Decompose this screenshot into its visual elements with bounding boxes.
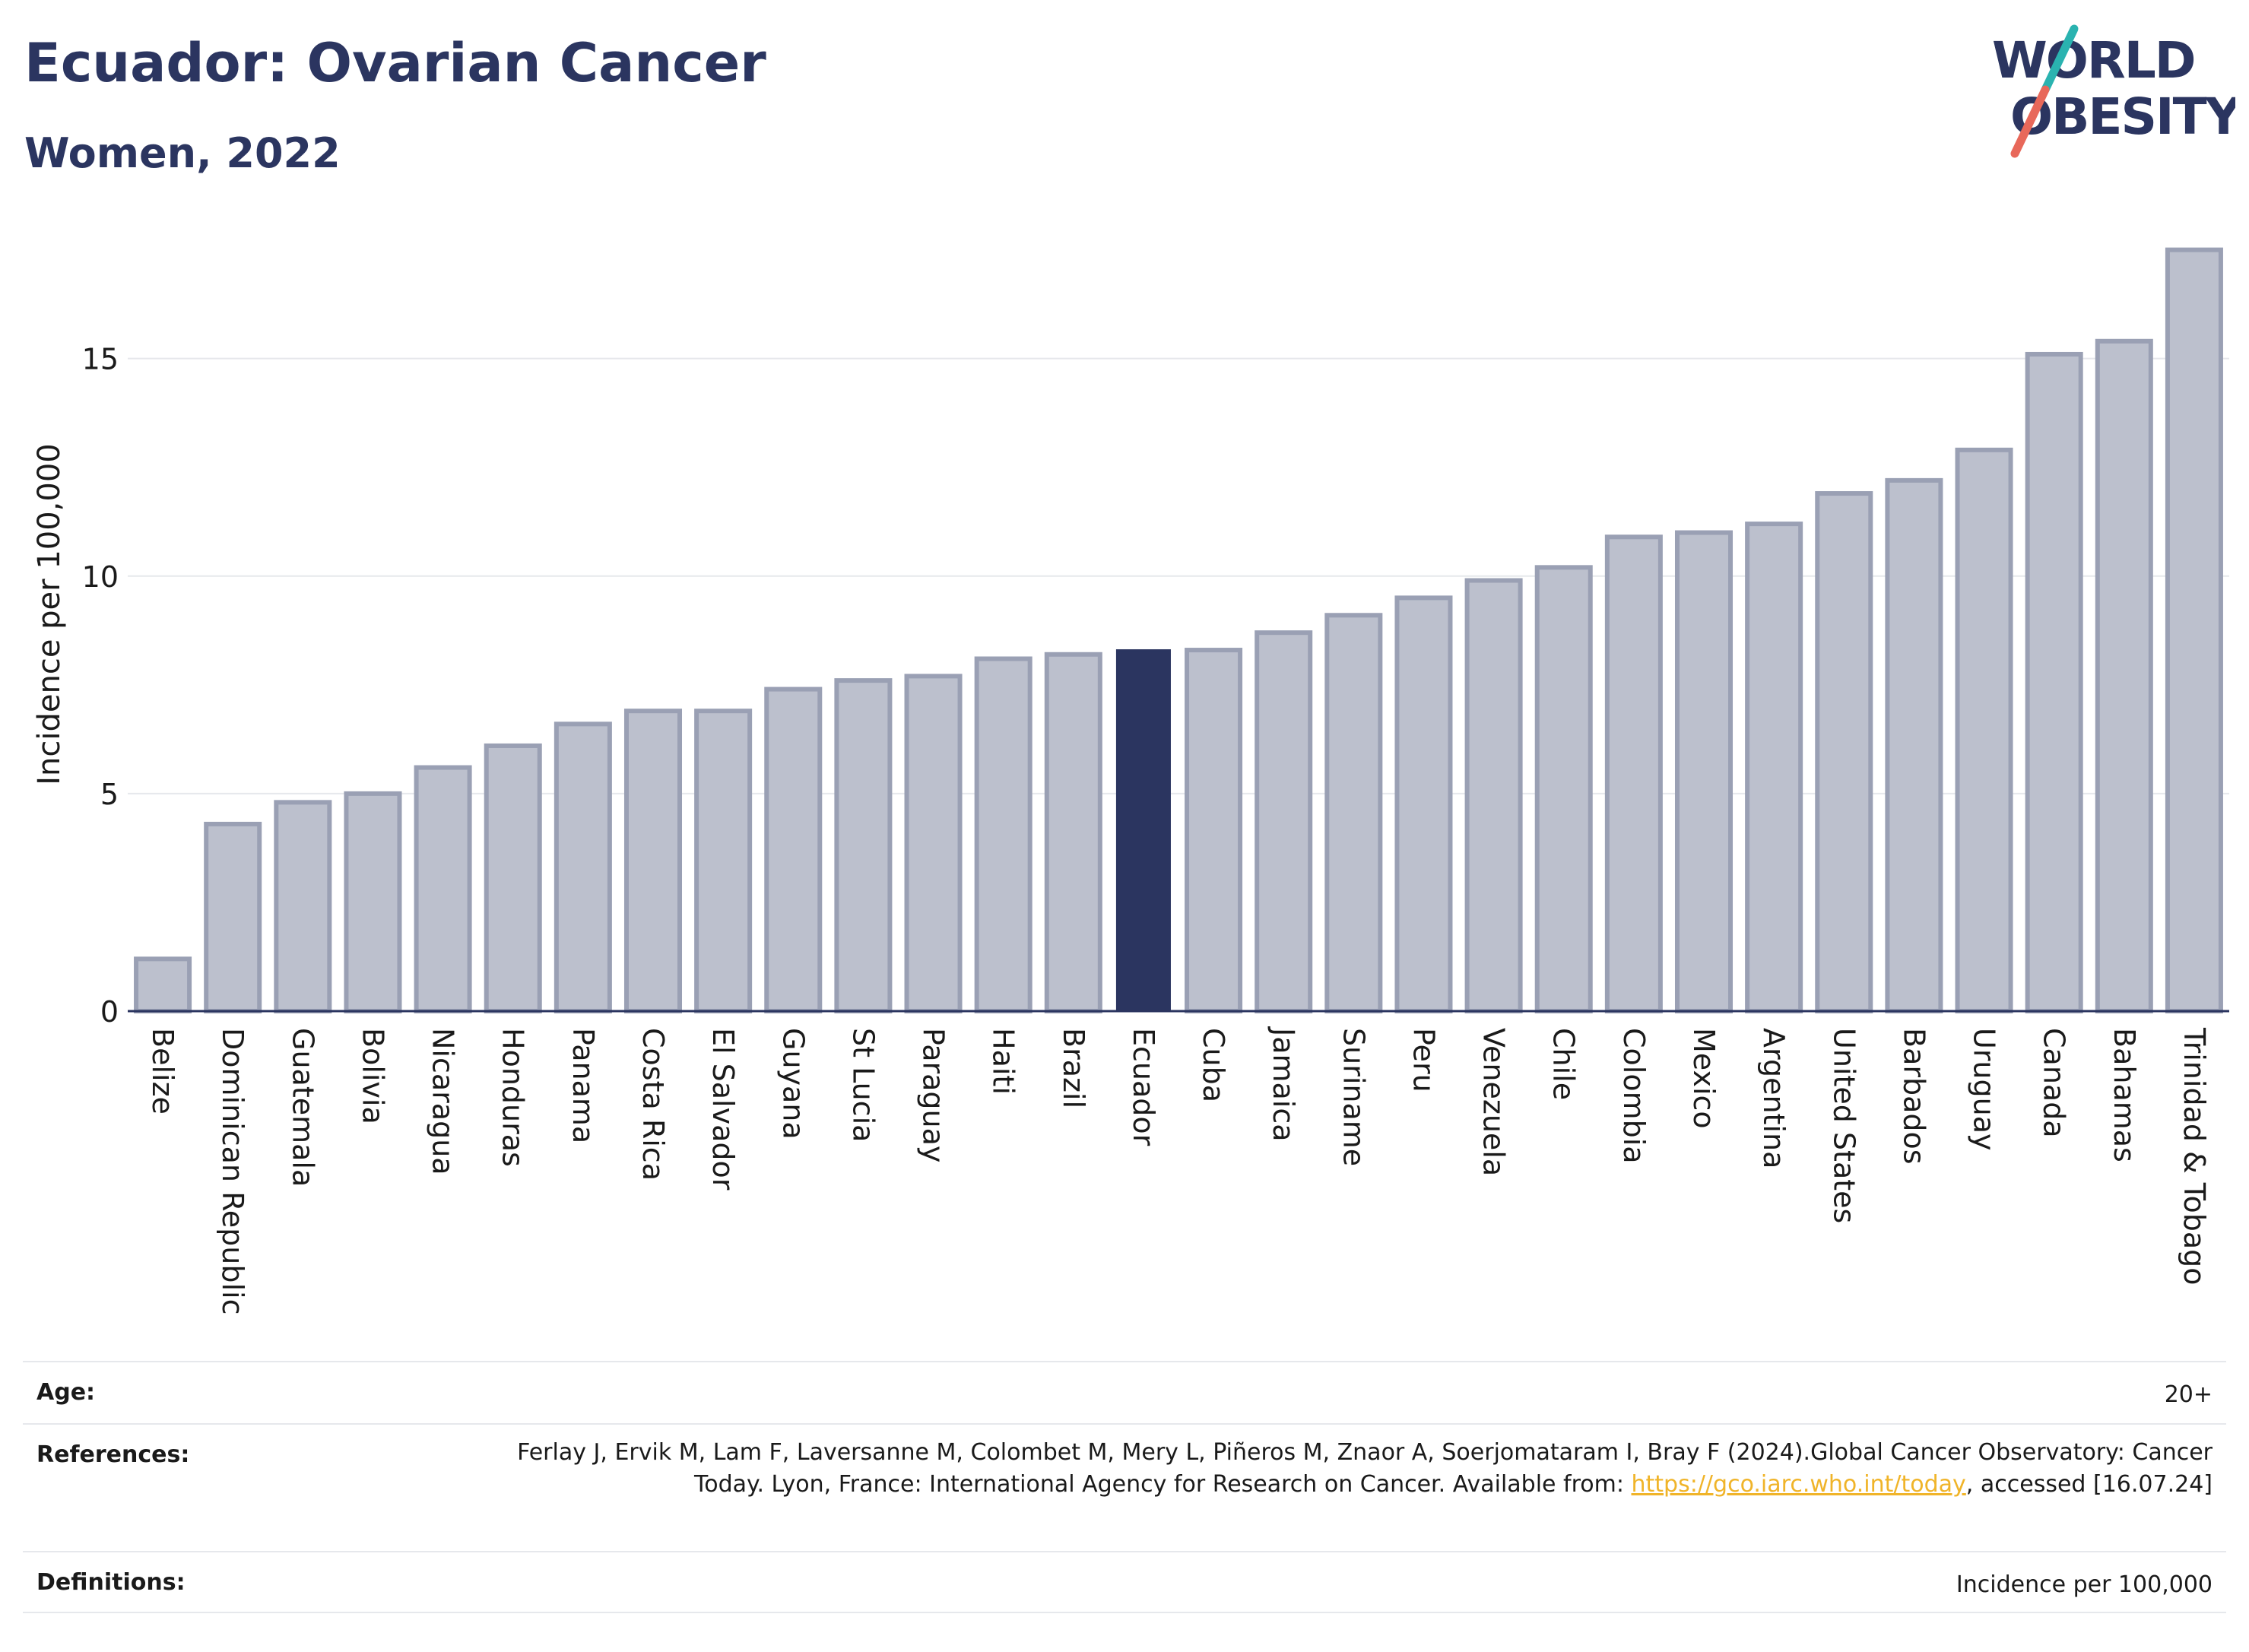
- references-value: Ferlay J, Ervik M, Lam F, Laversanne M, …: [502, 1437, 2213, 1501]
- y-axis-label: Incidence per 100,000: [32, 443, 67, 785]
- bar-uruguay: [1955, 447, 2013, 1013]
- bars: [134, 247, 2223, 1014]
- references-text: Ferlay J, Ervik M, Lam F, Laversanne M, …: [517, 1439, 2213, 1498]
- bar-dominican-republic: [204, 821, 262, 1014]
- bar-guyana: [764, 686, 823, 1013]
- definitions-label: Definitions:: [36, 1569, 186, 1596]
- x-tick-label: Mexico: [1687, 1028, 1721, 1129]
- bar-haiti: [974, 656, 1033, 1013]
- x-tick-label: Jamaica: [1267, 1026, 1300, 1142]
- bar-trinidad-tobago: [2165, 247, 2223, 1014]
- bar-mexico: [1674, 530, 1734, 1013]
- bar-chile: [1534, 565, 1593, 1013]
- bar-belize: [134, 956, 192, 1014]
- bar-cuba: [1185, 648, 1243, 1013]
- x-tick-label: United States: [1827, 1028, 1860, 1223]
- age-value: 20+: [2164, 1381, 2213, 1408]
- age-label: Age:: [36, 1379, 96, 1406]
- bar-brazil: [1044, 652, 1102, 1013]
- x-tick-label: Brazil: [1057, 1028, 1090, 1108]
- y-tick-label: 5: [100, 778, 119, 811]
- x-tick-label: Dominican Republic: [216, 1028, 249, 1314]
- bar-costa-rica: [623, 709, 683, 1014]
- logo-word-world: WORLD: [1992, 31, 2195, 90]
- x-tick-label: Ecuador: [1127, 1028, 1160, 1146]
- references-link[interactable]: https://gco.iarc.who.int/today: [1631, 1471, 1966, 1498]
- x-tick-label: Belize: [146, 1028, 179, 1115]
- x-tick-labels: Belize Dominican Republic Guatemala Bolivia…: [146, 1026, 2211, 1314]
- y-tick-labels: 0 5 10 15: [82, 343, 119, 1029]
- x-tick-label: Costa Rica: [636, 1028, 670, 1181]
- bar-jamaica: [1255, 630, 1313, 1014]
- bar-united-states: [1815, 491, 1873, 1013]
- x-tick-label: Venezuela: [1477, 1028, 1511, 1176]
- chart-title: Ecuador: Ovarian Cancer: [24, 32, 766, 94]
- bar-chart: 0 5 10 15 Belize Dominican Republic Guatemala…: [32, 247, 2229, 1314]
- references-accessed: , accessed [16.07.24]: [1965, 1471, 2213, 1498]
- x-tick-label: Nicaragua: [427, 1028, 460, 1175]
- x-tick-label: El Salvador: [706, 1028, 740, 1191]
- y-tick-label: 15: [82, 343, 119, 376]
- x-tick-label: Cuba: [1197, 1028, 1230, 1102]
- x-tick-label: Haiti: [987, 1028, 1020, 1095]
- x-tick-label: Barbados: [1897, 1028, 1930, 1165]
- x-tick-label: Colombia: [1617, 1028, 1651, 1164]
- references-label: References:: [36, 1441, 190, 1468]
- bar-peru: [1394, 595, 1453, 1013]
- x-tick-label: Suriname: [1337, 1028, 1370, 1166]
- bar-colombia: [1604, 534, 1663, 1013]
- bar-st-lucia: [834, 678, 893, 1013]
- x-tick-label: Guatemala: [286, 1028, 319, 1187]
- bar-bahamas: [2095, 338, 2153, 1013]
- y-tick-label: 0: [100, 995, 119, 1029]
- bar-canada: [2025, 351, 2083, 1013]
- x-tick-label: Chile: [1547, 1028, 1581, 1100]
- bar-paraguay: [904, 674, 963, 1014]
- logo-word-obesity: OBESITY: [2010, 87, 2235, 146]
- x-tick-label: Honduras: [496, 1028, 530, 1167]
- x-tick-label: St Lucia: [846, 1028, 880, 1142]
- x-tick-label: Bolivia: [356, 1028, 389, 1124]
- x-tick-label: Guyana: [776, 1028, 810, 1140]
- references-row: References: Ferlay J, Ervik M, Lam F, La…: [23, 1423, 2226, 1551]
- x-tick-label: Argentina: [1757, 1028, 1791, 1168]
- age-row: Age: 20+: [23, 1361, 2226, 1423]
- bar-panama: [554, 721, 612, 1013]
- y-tick-label: 10: [82, 560, 119, 594]
- bar-honduras: [484, 743, 542, 1013]
- x-tick-label: Canada: [2038, 1028, 2071, 1138]
- gridlines: [128, 357, 2229, 794]
- bar-ecuador: [1115, 649, 1171, 1012]
- bar-bolivia: [344, 791, 402, 1014]
- bar-barbados: [1885, 477, 1943, 1013]
- info-table: Age: 20+ References: Ferlay J, Ervik M, …: [23, 1361, 2226, 1613]
- logo-slash-coral: [2010, 85, 2050, 158]
- x-tick-label: Peru: [1407, 1028, 1440, 1092]
- world-obesity-logo: WORLD OBESITY: [1992, 24, 2235, 158]
- bar-argentina: [1745, 522, 1803, 1013]
- definitions-value: Incidence per 100,000: [1956, 1571, 2213, 1598]
- x-tick-label: Uruguay: [1968, 1028, 2001, 1151]
- x-tick-label: Bahamas: [2108, 1028, 2141, 1162]
- definitions-row: Definitions: Incidence per 100,000: [23, 1551, 2226, 1613]
- logo-slash-teal: [2041, 24, 2079, 94]
- bar-venezuela: [1464, 578, 1523, 1013]
- x-tick-label: Panama: [566, 1028, 600, 1143]
- bar-nicaragua: [414, 765, 472, 1013]
- bar-el-salvador: [694, 709, 753, 1014]
- bar-guatemala: [274, 800, 332, 1014]
- x-tick-label: Paraguay: [917, 1028, 950, 1162]
- x-tick-label: Trinidad & Tobago: [2178, 1027, 2211, 1286]
- bar-suriname: [1324, 613, 1383, 1013]
- chart-subtitle: Women, 2022: [24, 129, 341, 177]
